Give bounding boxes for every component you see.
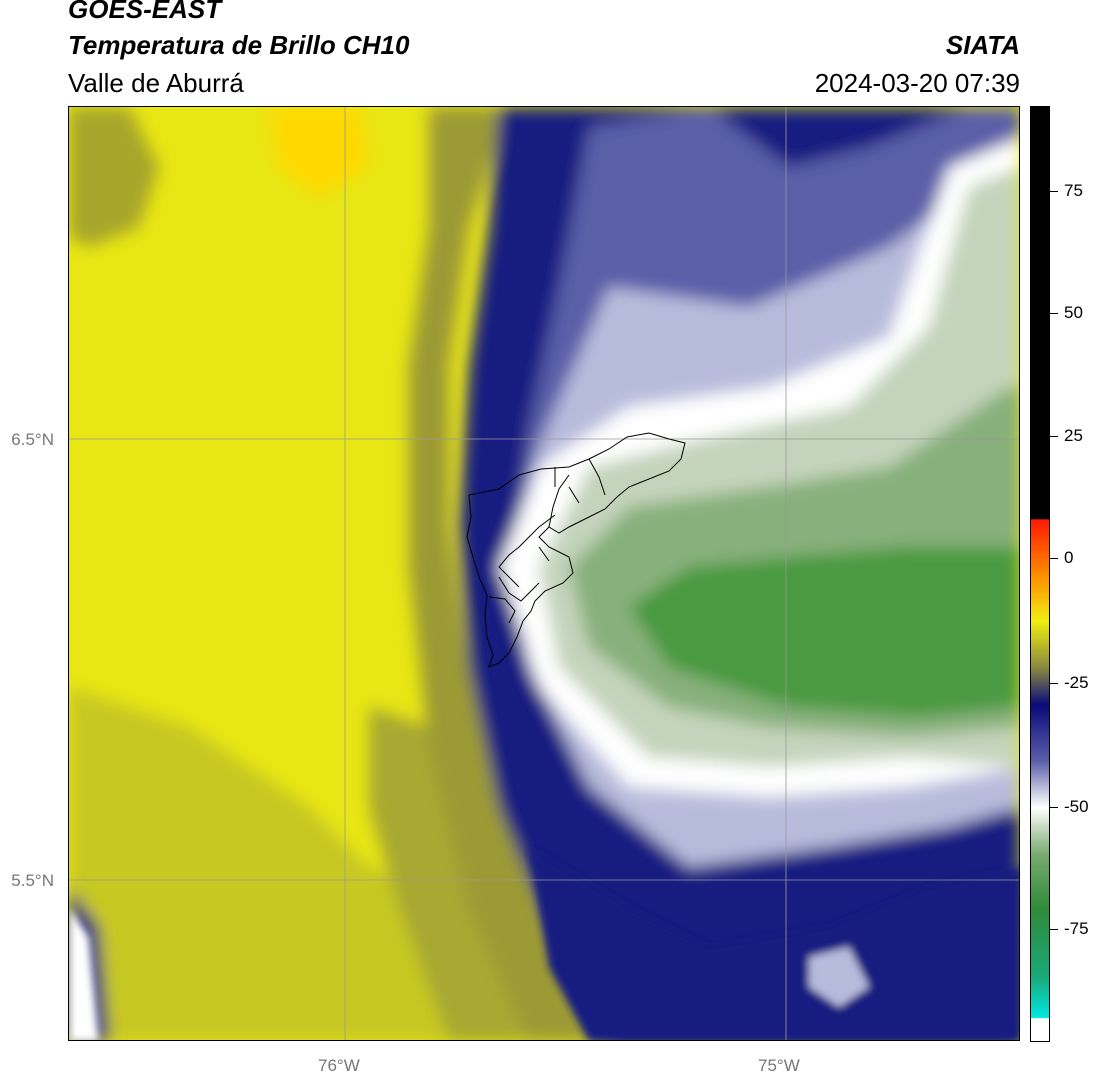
municipal-border-2 — [498, 514, 556, 588]
region-subtitle: Valle de Aburrá — [68, 68, 244, 98]
colorbar-tick — [1050, 558, 1058, 559]
colorbar-tick — [1050, 807, 1058, 808]
valle-outline — [466, 432, 686, 668]
lat-label-5-5n: 5.5°N — [11, 871, 54, 890]
datetime-label: 2024-03-20 07:39 — [814, 68, 1020, 98]
colorbar-tick — [1050, 929, 1058, 930]
colorbar-label-0: 0 — [1064, 548, 1074, 567]
colorbar-label-minus-75: -75 — [1064, 919, 1089, 938]
colorbar-label-75: 75 — [1064, 181, 1083, 200]
brightness-temperature-map[interactable] — [68, 106, 1020, 1041]
colorbar-label-50: 50 — [1064, 303, 1083, 322]
navy-band-south — [529, 847, 1019, 1040]
lon-label-75w: 75°W — [758, 1056, 800, 1075]
graticule — [69, 107, 1019, 1040]
colorbar-tick — [1050, 313, 1058, 314]
municipal-border-3 — [488, 576, 540, 624]
product-title: Temperatura de Brillo CH10 — [68, 30, 410, 60]
municipal-border-1 — [548, 458, 606, 528]
green-core — [629, 547, 1019, 717]
valle-de-aburra-boundaries — [466, 432, 686, 668]
satellite-title: GOES-EAST — [68, 0, 222, 24]
colorbar-label-minus-50: -50 — [1064, 797, 1089, 816]
municipal-border-4 — [538, 467, 580, 562]
colorbar-tick — [1050, 191, 1058, 192]
olive-front — [409, 107, 589, 1040]
colorbar-label-25: 25 — [1064, 426, 1083, 445]
colorbar-label-minus-25: -25 — [1064, 673, 1089, 692]
colorbar-tick — [1050, 683, 1058, 684]
lavender-patch — [809, 947, 869, 1007]
olive-region-nw — [69, 107, 159, 247]
colorbar-gradient — [1031, 107, 1049, 1041]
colorbar — [1030, 106, 1050, 1042]
colorbar-tick — [1050, 436, 1058, 437]
agency-label: SIATA — [945, 30, 1020, 60]
lat-label-6-5n: 6.5°N — [11, 430, 54, 449]
bright-yellow-region — [269, 107, 369, 197]
white-patch-sw — [69, 907, 99, 1040]
lon-label-76w: 76°W — [318, 1056, 360, 1075]
